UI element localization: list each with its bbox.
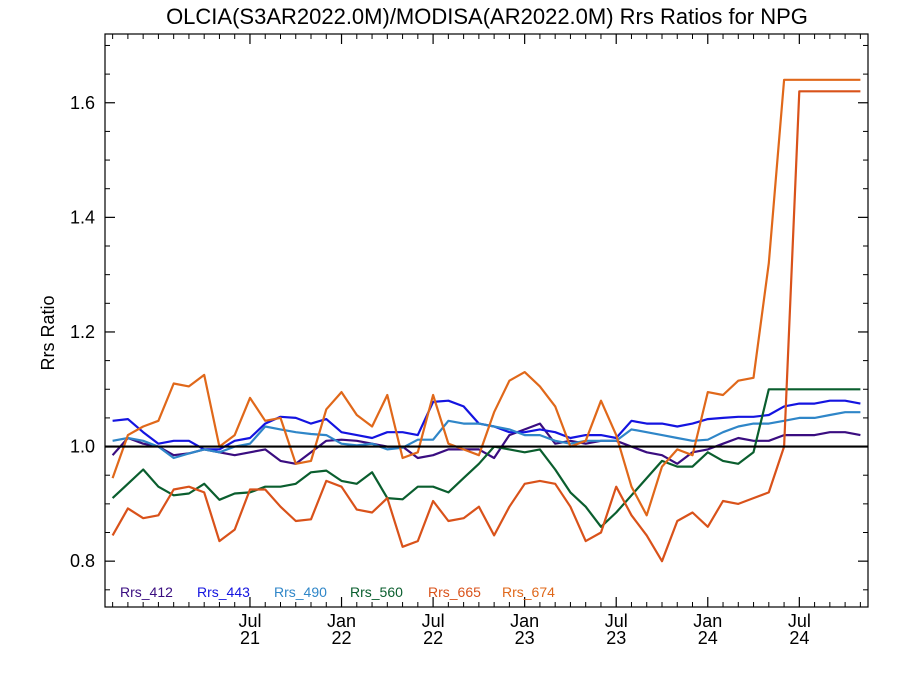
legend-entry-rrs_665: Rrs_665 — [428, 584, 481, 600]
plot-area: 0.81.01.21.41.6Jul21Jan22Jul22Jan23Jul23… — [70, 33, 869, 648]
x-tick-label-month: Jul — [605, 611, 628, 631]
x-tick-label-month: Jan — [693, 611, 722, 631]
x-tick-label-year: 22 — [332, 628, 352, 648]
x-tick-label-year: 22 — [423, 628, 443, 648]
x-tick-label-month: Jul — [238, 611, 261, 631]
x-tick-label-month: Jul — [788, 611, 811, 631]
y-tick-label: 1.4 — [70, 207, 95, 227]
x-tick-label-year: 21 — [240, 628, 260, 648]
legend-entry-rrs_490: Rrs_490 — [274, 584, 327, 600]
legend-entry-rrs_412: Rrs_412 — [120, 584, 173, 600]
x-tick-label-month: Jan — [510, 611, 539, 631]
x-tick-label-year: 23 — [515, 628, 535, 648]
y-tick-label: 1.6 — [70, 93, 95, 113]
legend-entry-rrs_443: Rrs_443 — [197, 584, 250, 600]
series-line-rrs_674 — [111, 78, 861, 517]
series-line-rrs_560 — [111, 388, 861, 528]
x-tick-label-month: Jan — [327, 611, 356, 631]
x-tick-label-month: Jul — [422, 611, 445, 631]
y-tick-label: 0.8 — [70, 551, 95, 571]
x-tick-label-year: 23 — [606, 628, 626, 648]
series-line-rrs_665 — [111, 90, 861, 563]
plot-frame — [104, 33, 869, 608]
legend-entry-rrs_560: Rrs_560 — [350, 584, 403, 600]
chart-title: OLCIA(S3AR2022.0M)/MODISA(AR2022.0M) Rrs… — [166, 4, 808, 29]
x-tick-label-year: 24 — [698, 628, 718, 648]
y-tick-label: 1.2 — [70, 322, 95, 342]
y-tick-label: 1.0 — [70, 437, 95, 457]
x-tick-label-year: 24 — [789, 628, 809, 648]
y-axis-label: Rrs Ratio — [38, 295, 58, 370]
legend-entry-rrs_674: Rrs_674 — [502, 584, 555, 600]
